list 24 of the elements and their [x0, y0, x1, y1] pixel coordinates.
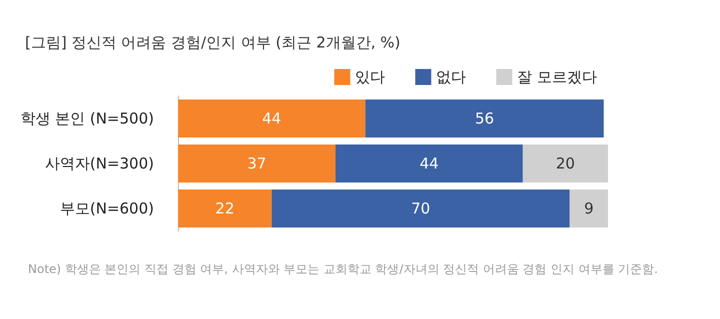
data-label: 22 [215, 200, 234, 218]
data-label: 20 [556, 154, 575, 172]
legend-label: 잘 모르겠다 [517, 68, 598, 86]
y-tick-label: 학생 본인 (N=500) [20, 110, 154, 128]
legend-label: 없다 [436, 68, 466, 86]
bar [570, 190, 608, 228]
data-label: 56 [474, 110, 494, 128]
y-tick-label: 사역자(N=300) [44, 154, 154, 172]
bar [178, 144, 336, 182]
data-label: 44 [262, 110, 282, 128]
bar [522, 144, 608, 182]
bar [272, 190, 570, 228]
chart-title: [그림] 정신적 어려움 경험/인지 여부 (최근 2개월간, %) [25, 34, 400, 52]
legend-label: 있다 [355, 68, 386, 86]
y-tick-label: 부모(N=600) [60, 200, 154, 218]
data-label: 37 [247, 154, 266, 172]
data-label: 9 [584, 200, 594, 218]
bar [178, 190, 272, 228]
data-label: 44 [420, 154, 439, 172]
bar [365, 100, 604, 138]
text: Note) 학생은 본인의 직접 경험 여부, 사역자와 부모는 교회학교 학생/자녀의 정신적 어려움 경험 인지 여부를 기준함. [28, 262, 658, 276]
bar [336, 144, 523, 182]
bar [178, 100, 366, 138]
data-label: 70 [411, 200, 430, 218]
